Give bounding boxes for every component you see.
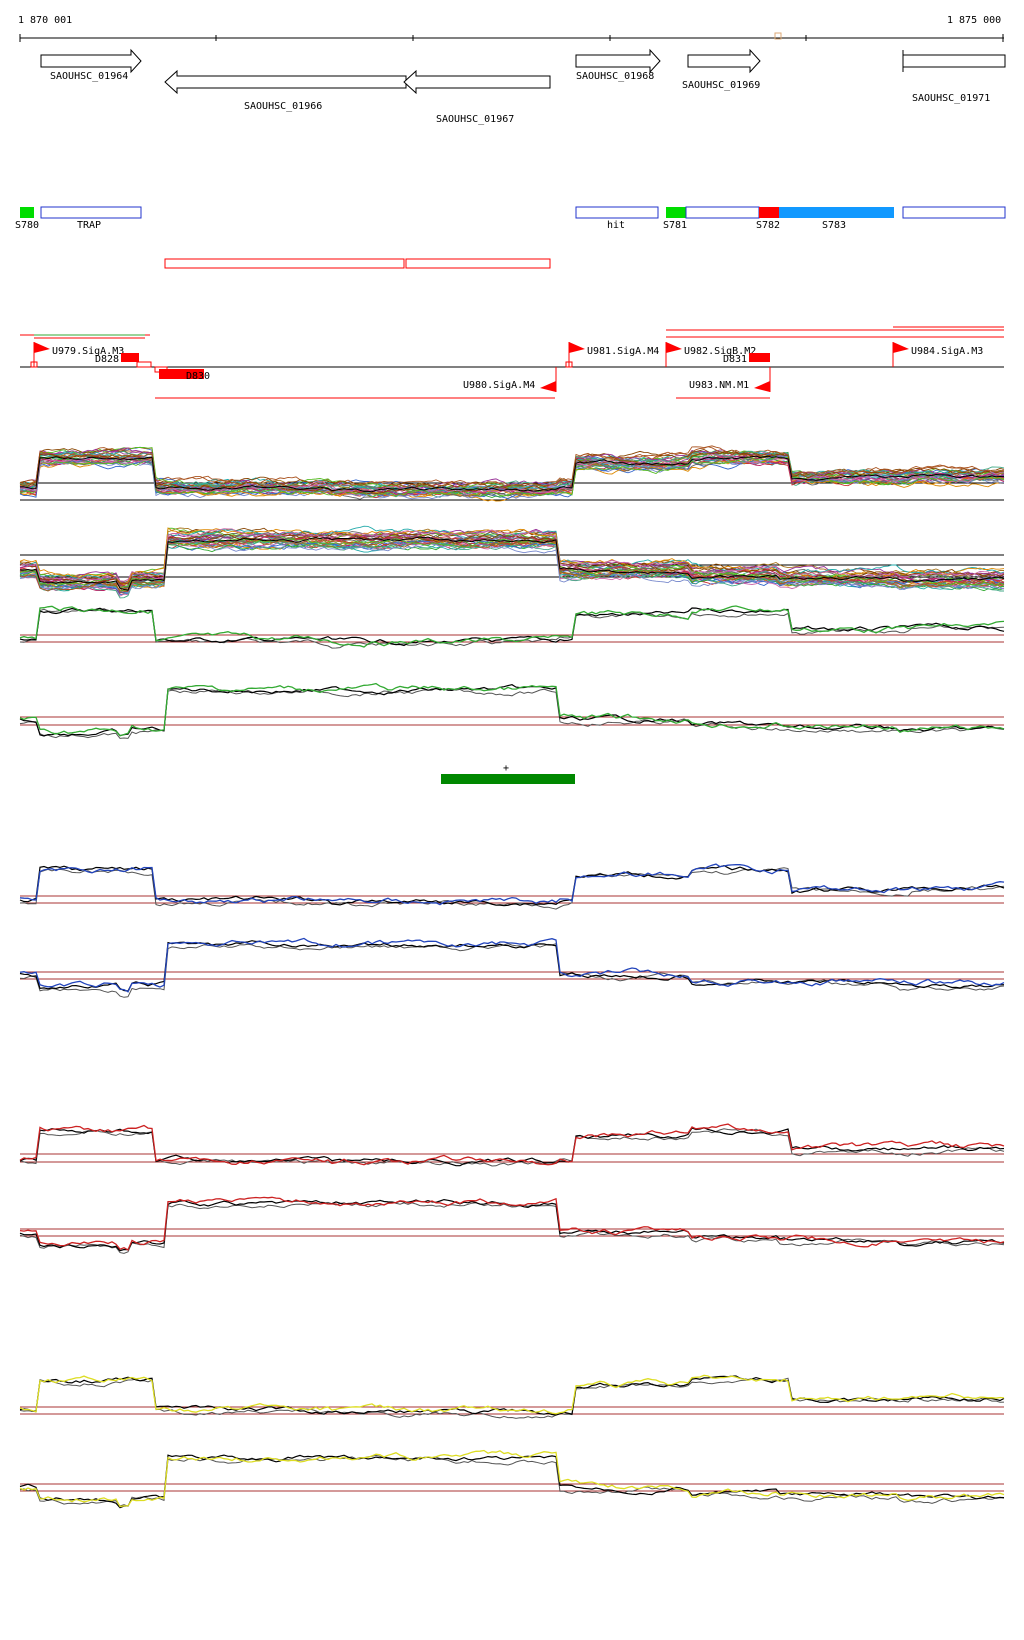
- profile-line: [19, 1377, 1005, 1419]
- promoter-d830[interactable]: D830: [154, 366, 210, 382]
- red-minus-panel: [19, 1196, 1005, 1254]
- segment-s783-box[interactable]: [779, 207, 894, 218]
- segment-hit-box[interactable]: [575, 206, 659, 219]
- multi-expression-plus-panel: [19, 445, 1005, 502]
- segment-label-s780: S780: [15, 220, 39, 231]
- segment-trap-box[interactable]: [40, 206, 142, 219]
- gene-saouhsc-01971[interactable]: SAOUHSC_01971: [902, 50, 1006, 104]
- green-minus-panel: [19, 682, 1005, 739]
- segment-label-trap: TRAP: [77, 220, 101, 231]
- profile-line: [19, 1123, 1005, 1166]
- segment-label-hit: hit: [607, 220, 625, 231]
- gene-label: SAOUHSC_01964: [50, 71, 128, 82]
- profile-line: [19, 1449, 1005, 1508]
- profile-line: [19, 608, 1005, 649]
- ruler-start-label: 1 870 001: [18, 15, 72, 26]
- segment-box[interactable]: [902, 206, 1006, 219]
- promoter-label: U981.SigA.M4: [587, 346, 659, 357]
- profile-line: [19, 682, 1005, 737]
- profile-line: [19, 532, 1005, 585]
- gene-saouhsc-01967[interactable]: SAOUHSC_01967: [403, 69, 551, 125]
- yellow-minus-panel: [19, 1449, 1005, 1509]
- profile-line: [19, 1454, 1005, 1509]
- blue-plus-panel: [19, 863, 1005, 910]
- gene-label: SAOUHSC_01969: [682, 80, 760, 91]
- promoter-u984[interactable]: U984.SigA.M3: [892, 342, 983, 367]
- promoter-d831[interactable]: D831: [723, 353, 770, 365]
- segment-label-s782: S782: [756, 220, 780, 231]
- profile-line: [19, 943, 1005, 998]
- segment-label-s781: S781: [663, 220, 687, 231]
- promoter-label: U984.SigA.M3: [911, 346, 983, 357]
- multi-expression-minus-panel: [19, 525, 1005, 599]
- ruler: 1 870 001 1 875 000: [18, 15, 1004, 42]
- green-plus-panel: [19, 605, 1005, 649]
- profile-line: [19, 688, 1005, 739]
- gene-saouhsc-01964[interactable]: SAOUHSC_01964: [40, 48, 142, 82]
- red-plus-panel: [19, 1123, 1005, 1167]
- promoter-track: U979.SigA.M3 D828 D830 U980.SigA.M4 U981…: [20, 326, 1004, 399]
- segment-s781-box[interactable]: [666, 207, 686, 218]
- promoter-label: U979.SigA.M3: [52, 346, 124, 357]
- yellow-plus-panel: [19, 1374, 1005, 1419]
- segment-track: S780 TRAP hit S781 S782 S783: [15, 206, 1006, 231]
- profile-line: [19, 1201, 1005, 1254]
- profile-line: [19, 1128, 1005, 1167]
- antisense-box[interactable]: [164, 258, 405, 269]
- promoter-u979[interactable]: U979.SigA.M3: [30, 342, 124, 368]
- marker[interactable]: +: [441, 763, 575, 784]
- profile-line: [19, 536, 1005, 591]
- gene-saouhsc-01966[interactable]: SAOUHSC_01966: [164, 69, 407, 112]
- gene-label: SAOUHSC_01966: [244, 101, 322, 112]
- profile-line: [19, 527, 1005, 584]
- profile-line: [19, 605, 1005, 648]
- profile-line: [19, 454, 1005, 498]
- profile-line: [19, 447, 1005, 493]
- blue-minus-panel: [19, 937, 1005, 998]
- gene-saouhsc-01968[interactable]: SAOUHSC_01968: [575, 48, 661, 82]
- gene-label: SAOUHSC_01967: [436, 114, 514, 125]
- profile-line: [19, 541, 1005, 594]
- promoter-u980[interactable]: U980.SigA.M4: [463, 367, 557, 392]
- segment-s780-box[interactable]: [20, 207, 34, 218]
- gene-label: SAOUHSC_01971: [912, 93, 990, 104]
- segment-box[interactable]: [685, 206, 760, 219]
- ruler-end-label: 1 875 000: [947, 15, 1001, 26]
- promoter-label: U980.SigA.M4: [463, 380, 535, 391]
- antisense-track: [164, 258, 551, 269]
- profile-line: [19, 456, 1005, 498]
- profile-line: [19, 1374, 1005, 1415]
- profile-line: [19, 1454, 1005, 1507]
- segment-label-s783: S783: [822, 220, 846, 231]
- promoter-label: U983.NM.M1: [689, 380, 749, 391]
- promoter-d828[interactable]: D828: [95, 353, 152, 368]
- antisense-box[interactable]: [405, 258, 551, 269]
- profile-line: [19, 455, 1005, 496]
- promoter-u981[interactable]: U981.SigA.M4: [565, 342, 659, 368]
- gene-label: SAOUHSC_01968: [576, 71, 654, 82]
- promoter-label: D831: [723, 354, 747, 365]
- profile-line: [19, 1196, 1005, 1251]
- promoter-label: U982.SigB.M2: [684, 346, 756, 357]
- profile-line: [19, 607, 1005, 647]
- profile-line: [19, 863, 1005, 906]
- segment-s782-box[interactable]: [759, 207, 779, 218]
- marker-bar: [441, 774, 575, 784]
- promoter-u983[interactable]: U983.NM.M1: [689, 367, 771, 392]
- marker-label: +: [503, 763, 509, 774]
- promoter-u982[interactable]: U982.SigB.M2: [665, 342, 756, 367]
- profile-line: [19, 937, 1005, 993]
- profile-line: [19, 528, 1005, 582]
- promoter-label: D828: [95, 354, 119, 365]
- profile-line: [19, 455, 1005, 493]
- gene-track: SAOUHSC_01964 SAOUHSC_01966 SAOUHSC_0196…: [40, 48, 1006, 125]
- promoter-label: D830: [186, 371, 210, 382]
- gene-saouhsc-01969[interactable]: SAOUHSC_01969: [682, 48, 761, 91]
- profile-line: [19, 453, 1005, 496]
- profile-line: [19, 445, 1005, 488]
